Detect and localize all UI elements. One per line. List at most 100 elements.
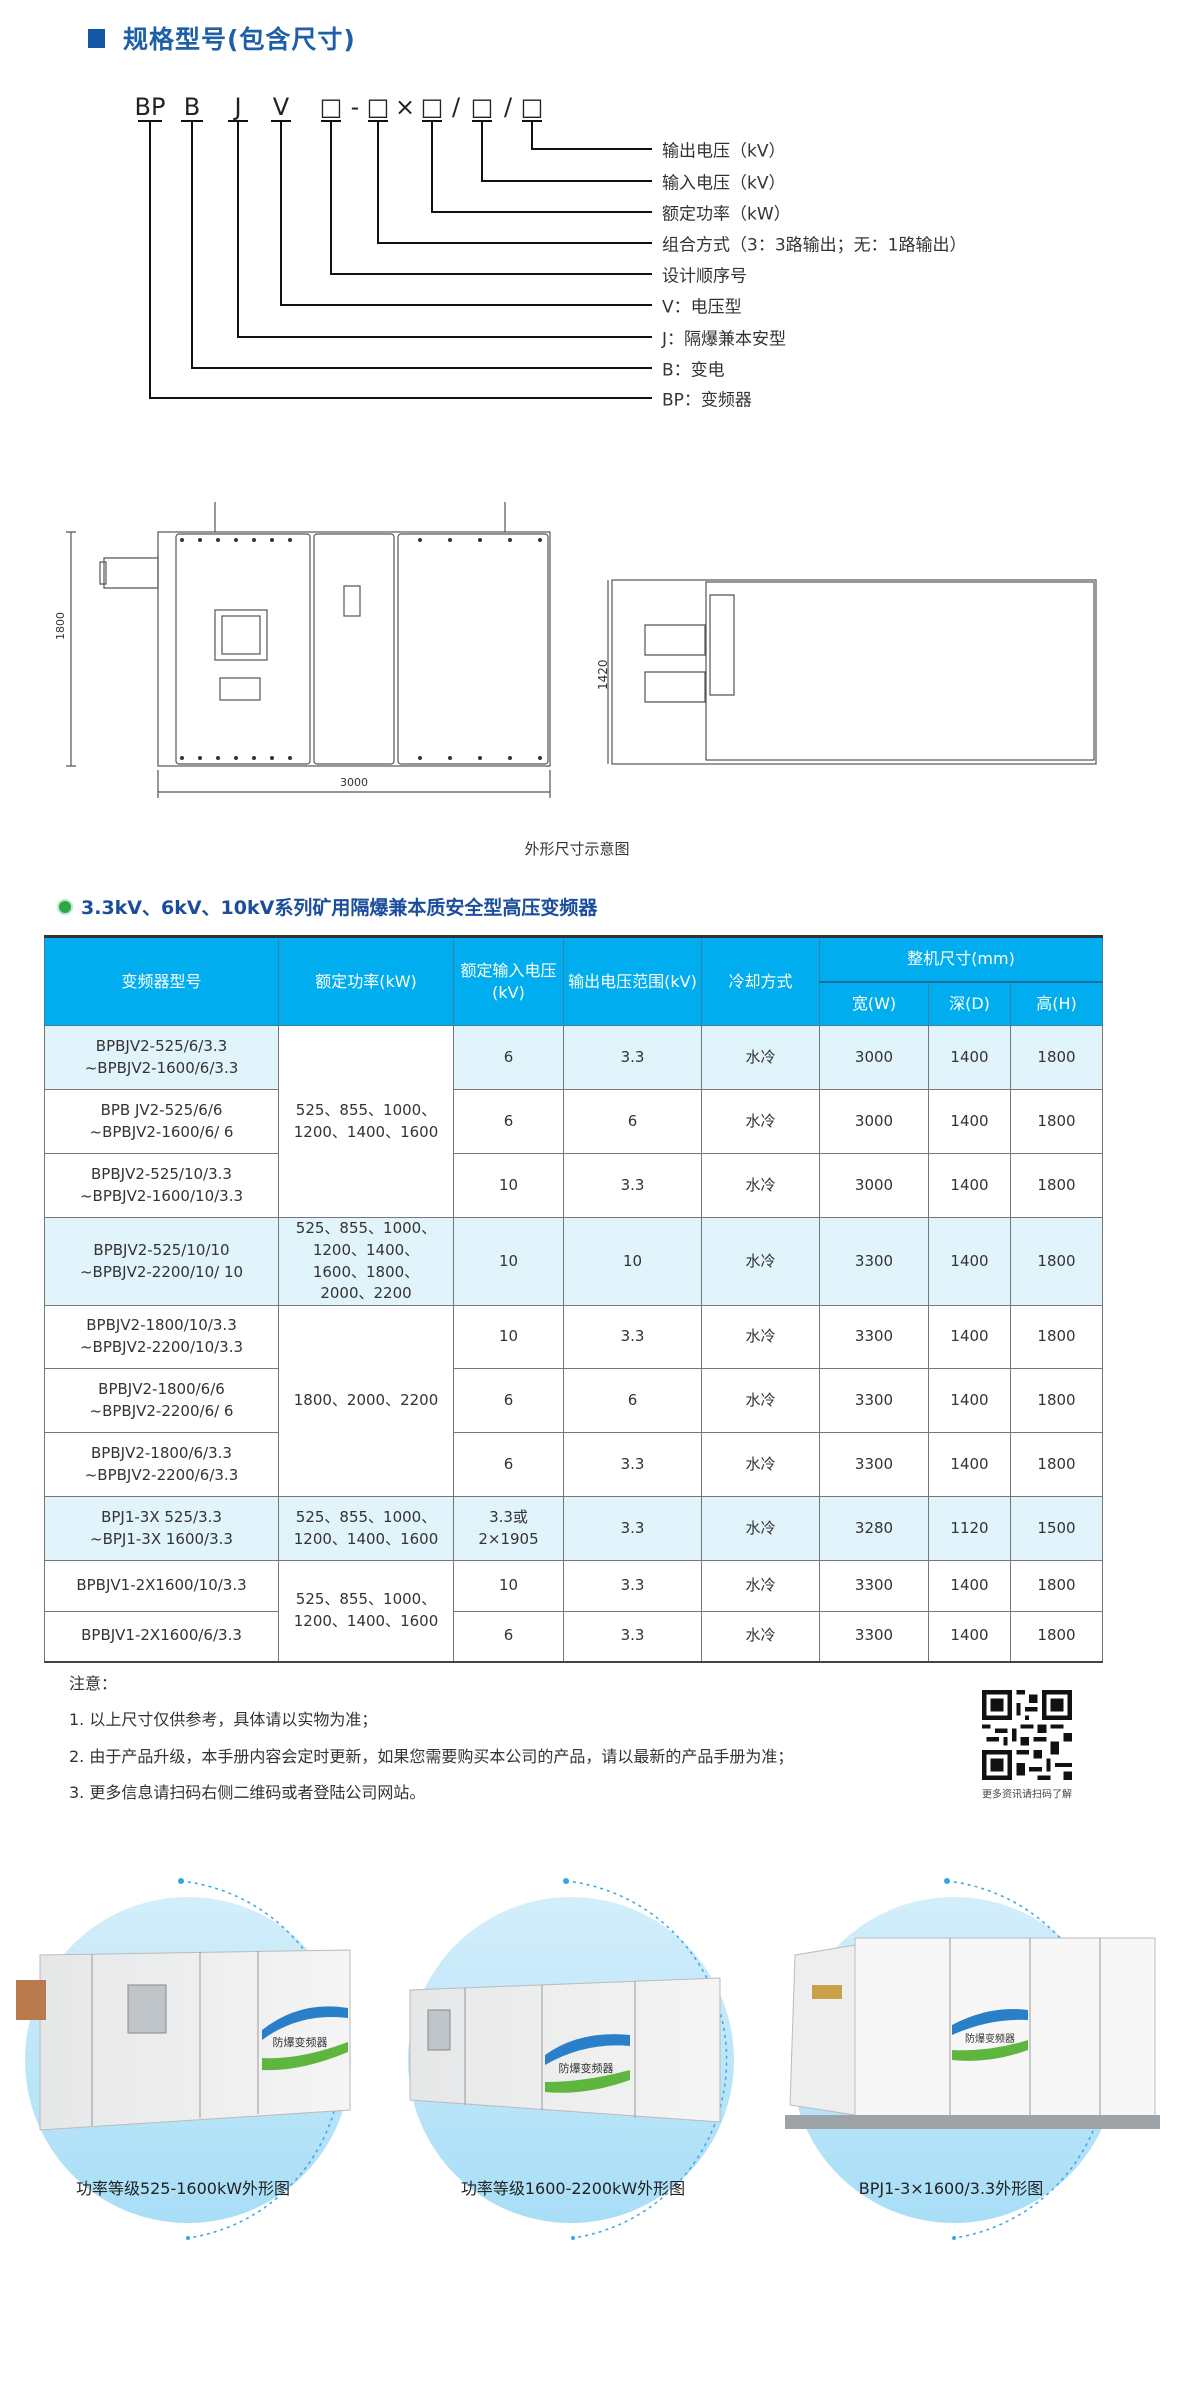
dimension-drawing [66,502,1097,798]
header-model: 变频器型号 [44,936,279,1026]
gallery-caption-3: BPJ1-3×1600/3.3外形图 [858,2179,1044,2198]
code-label-combination: 组合方式（3：3路输出；无：1路输出） [662,235,967,256]
cell-width: 3300 [819,1560,929,1612]
cell-model: BPBJV1-2X1600/10/3.3 [44,1560,279,1612]
cell-height: 1800 [1010,1432,1103,1497]
cell-input: 6 [453,1089,564,1154]
model-line: ~BPJ1-3X 1600/3.3 [90,1529,233,1548]
cell-cooling: 水冷 [701,1368,820,1433]
cell-output: 3.3 [563,1025,702,1090]
cell-power: 1800、2000、2200 [278,1305,454,1497]
model-line: BPBJV2-525/10/10 [93,1240,230,1259]
table-row: BPBJV2-1800/6/6 ~BPBJV2-2200/6/ 6 6 6 水冷 … [44,1368,1103,1433]
cell-depth: 1400 [928,1153,1011,1218]
gallery-item-1: 防爆变频器 [16,1878,351,2240]
cell-input: 10 [453,1305,564,1369]
drawing-caption: 外形尺寸示意图 [524,840,630,858]
header-height: 高(H) [1010,981,1103,1026]
code-part-times: × [394,93,416,121]
header-output: 输出电压范围(kV) [563,936,702,1026]
front-view-outline [157,531,551,767]
header-depth: 深(D) [928,981,1011,1026]
qr-code-icon[interactable] [981,1690,1073,1780]
panel-label: 防爆变频器 [273,2035,328,2049]
panel-label: 防爆变频器 [559,2061,614,2075]
cell-depth: 1400 [928,1305,1011,1369]
cell-cooling: 水冷 [701,1217,820,1306]
header-power: 额定功率(kW) [278,936,454,1026]
cell-model: BPBJV1-2X1600/6/3.3 [44,1611,279,1662]
cell-output: 3.3 [563,1496,702,1561]
cabinet-image [16,1949,351,2131]
model-line: ~BPBJV2-1600/10/3.3 [79,1186,244,1205]
cell-cooling: 水冷 [701,1305,820,1369]
heading-square-icon [88,29,105,48]
table-row: BPBJV2-525/6/3.3 ~BPBJV2-1600/6/3.3 525、8… [44,1025,1103,1218]
qr-caption: 更多资讯请扫码了解 [982,1789,1072,1801]
notes-title: 注意： [69,1674,118,1693]
model-line: ~BPBJV2-2200/6/3.3 [84,1465,239,1484]
cell-power: 525、855、1000、1200、1400、1600 [278,1025,454,1218]
spec-table: 变频器型号 额定功率(kW) 额定输入电压(kV) 输出电压范围(kV) 冷却方… [44,935,1103,1663]
cell-input: 6 [453,1611,564,1662]
code-part-slash: / [451,93,461,121]
gallery-caption-2: 功率等级1600-2200kW外形图 [460,2179,686,2198]
table-row: BPJ1-3X 525/3.3 ~BPJ1-3X 1600/3.3 525、855… [44,1496,1103,1561]
model-line: BPBJV2-525/6/3.3 [95,1036,228,1055]
cell-input: 10 [453,1153,564,1218]
cell-output: 3.3 [563,1153,702,1218]
cell-power: 525、855、1000、1200、1400、1600、1800、2000、22… [278,1217,454,1306]
code-part-power: □ [420,93,444,121]
cell-width: 3300 [819,1305,929,1369]
code-connector-lines [138,120,652,399]
cell-output: 3.3 [563,1611,702,1662]
code-label-j: J：隔爆兼本安型 [662,329,787,350]
cell-width: 3280 [819,1496,929,1561]
code-label-design-no: 设计顺序号 [662,266,747,287]
cell-input: 6 [453,1368,564,1433]
cell-cooling: 水冷 [701,1611,820,1662]
cell-power: 525、855、1000、1200、1400、1600 [278,1496,454,1561]
section-bullet-icon [59,901,71,913]
note-item: 3. 更多信息请扫码右侧二维码或者登陆公司网站。 [69,1783,426,1802]
cell-width: 3000 [819,1089,929,1154]
cell-height: 1800 [1010,1153,1103,1218]
cell-output: 3.3 [563,1305,702,1369]
product-gallery: 防爆变频器 防爆变频器 防爆变频器 [16,1878,1160,2240]
code-part-combination: □ [366,93,390,121]
cell-input: 6 [453,1432,564,1497]
cell-model: BPBJV2-1800/10/3.3 ~BPBJV2-2200/10/3.3 [44,1305,279,1369]
table-row: BPB JV2-525/6/6 ~BPBJV2-1600/6/ 6 6 6 水冷 … [44,1089,1103,1154]
code-part-bp: BP [134,93,166,121]
model-line: ~BPBJV2-2200/6/ 6 [89,1401,234,1420]
dim-depth-label: 1420 [596,659,610,690]
cell-model: BPBJV2-525/10/10 ~BPBJV2-2200/10/ 10 [44,1217,279,1306]
cell-height: 1800 [1010,1368,1103,1433]
model-line: BPBJV2-1800/10/3.3 [86,1316,237,1335]
note-item: 2. 由于产品升级，本手册内容会定时更新，如果您需要购买本公司的产品，请以最新的… [69,1747,794,1766]
header-cooling: 冷却方式 [701,936,820,1026]
model-line: BPJ1-3X 525/3.3 [101,1507,222,1526]
model-line: ~BPBJV2-2200/10/ 10 [79,1262,244,1281]
table-row: BPBJV1-2X1600/6/3.3 6 3.3 水冷 3300 1400 1… [44,1611,1103,1662]
code-part-v: V [272,93,290,121]
table-row: BPBJV2-1800/6/3.3 ~BPBJV2-2200/6/3.3 6 3.… [44,1432,1103,1497]
table-row: BPBJV2-1800/10/3.3 ~BPBJV2-2200/10/3.3 18… [44,1305,1103,1497]
code-label-rated-power: 额定功率（kW） [662,204,791,225]
note-item: 1. 以上尺寸仅供参考，具体请以实物为准； [69,1710,378,1729]
cell-width: 3300 [819,1217,929,1306]
cell-model: BPBJV2-525/6/3.3 ~BPBJV2-1600/6/3.3 [44,1025,279,1090]
cell-depth: 1400 [928,1611,1011,1662]
model-line: BPBJV2-525/10/3.3 [91,1164,232,1183]
cell-height: 1800 [1010,1560,1103,1612]
dim-width-label: 3000 [340,776,368,789]
code-label-v: V：电压型 [662,297,742,318]
cell-depth: 1120 [928,1496,1011,1561]
power-text: 525、855、1000、1200、1400、1600 [293,1100,439,1141]
cell-input: 6 [453,1025,564,1090]
code-part-input-voltage: □ [470,93,494,121]
section-title-spec: 规格型号(包含尺寸) [123,25,356,54]
model-line: ~BPBJV2-1600/6/3.3 [84,1058,239,1077]
cell-height: 1800 [1010,1089,1103,1154]
cell-width: 3000 [819,1153,929,1218]
